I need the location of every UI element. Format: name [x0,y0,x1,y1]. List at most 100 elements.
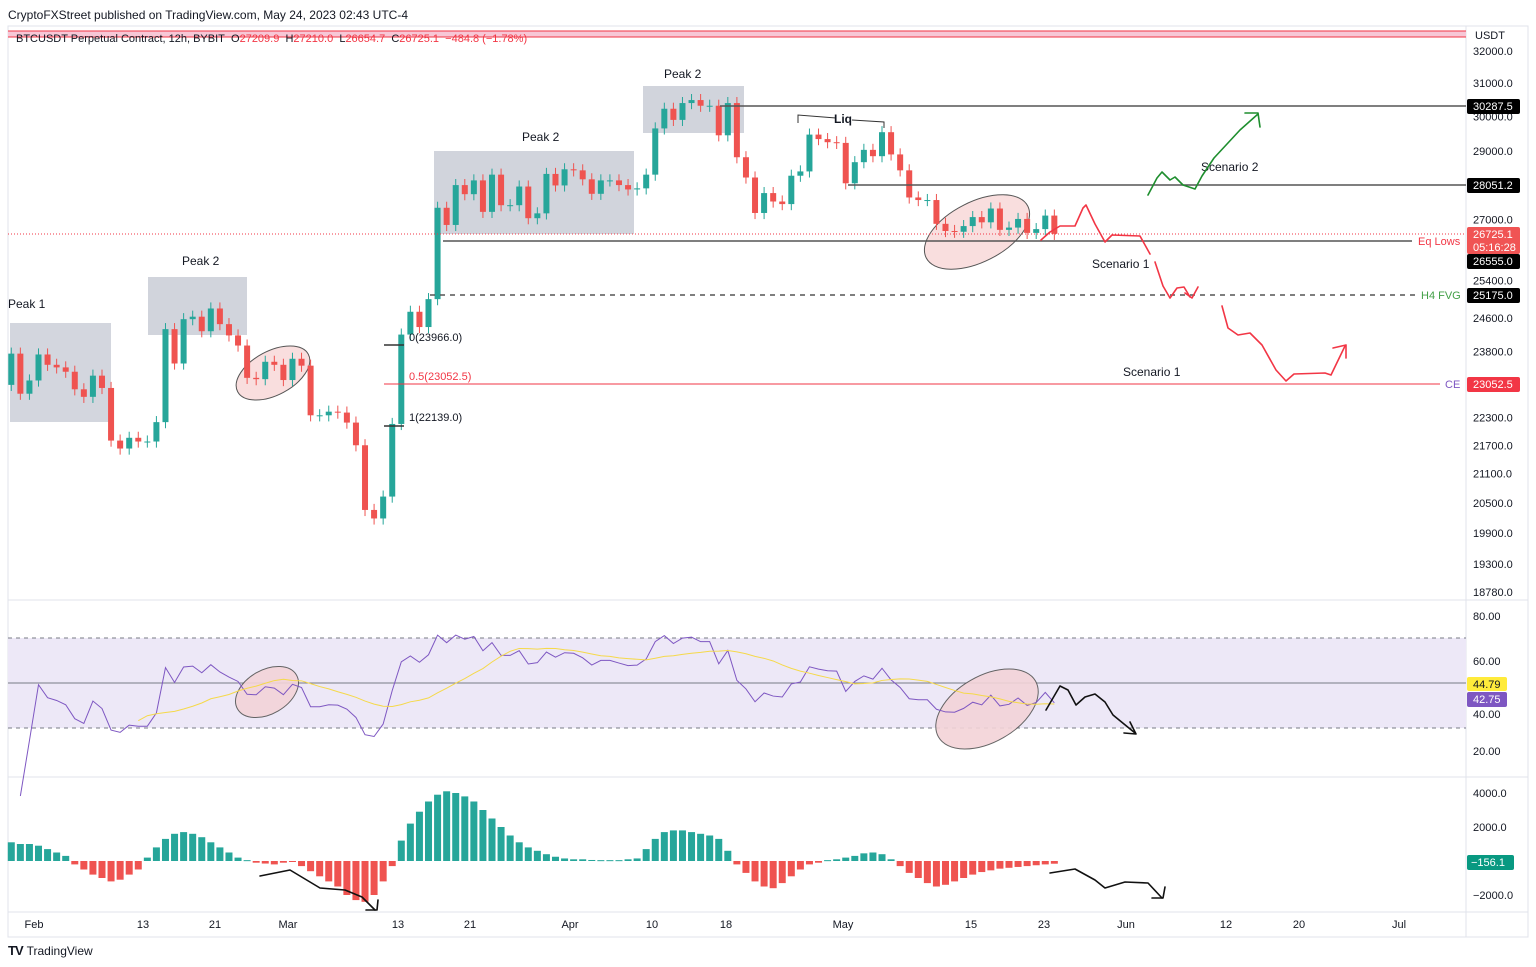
macd-bar [588,859,596,861]
scenario2-label: Scenario 2 [1201,160,1259,174]
macd-bar [461,796,469,861]
macd-bar [207,842,215,861]
candle [579,170,586,180]
rsi-ellipse-may[interactable] [922,652,1052,765]
macd-bar [134,861,142,870]
rsi-tick: 40.00 [1473,709,1501,721]
rsi-tag [1467,692,1507,707]
macd-bar [107,861,115,882]
candle [135,437,142,442]
macd-drawn-path[interactable] [259,869,376,911]
liq-line[interactable] [797,114,837,123]
candle [180,319,187,364]
macd-bar [279,861,287,863]
consolidation-ellipse-may[interactable] [913,179,1042,284]
peak2-zone-feb[interactable] [148,277,247,335]
footer-brand[interactable]: TV TradingView [8,943,93,958]
candle [380,496,387,519]
time-tick: 20 [1293,919,1305,931]
candle [8,353,15,385]
macd-bar [243,860,251,862]
macd-bar [1032,861,1040,866]
time-tick: 13 [137,919,149,931]
candle [724,103,731,136]
rsi-projection-path[interactable] [1045,685,1136,734]
consolidation-ellipse-mar[interactable] [227,335,318,411]
peak1-zone[interactable] [10,323,111,422]
macd-bar [923,861,931,884]
candle [552,173,559,186]
macd-bar [1041,861,1049,865]
candle [561,169,568,186]
candle [770,193,777,202]
macd-axis[interactable]: 4000.0 2000.0 −2000.0 [1473,788,1513,902]
macd-bar [932,861,940,887]
candle [543,173,550,214]
candle [62,367,69,372]
macd-bar [361,861,369,902]
candle [615,180,622,186]
candle [797,171,804,176]
rsi-tick: 20.00 [1473,746,1501,758]
candle [144,441,151,443]
candle [652,128,659,175]
candle [534,213,541,219]
candle [334,411,341,413]
price-tick: 29000.0 [1473,146,1513,158]
candle [352,422,359,446]
symbol-legend[interactable]: BTCUSDT Perpetual Contract, 12h, BYBIT O… [16,33,527,45]
macd-bar [152,847,160,861]
candle [815,134,822,140]
macd-bar [116,861,124,880]
candle [788,175,795,205]
candle [479,180,486,212]
rsi-axis[interactable]: 80.00 60.00 40.00 20.00 [1473,611,1501,758]
candle [235,335,242,346]
macd-bar [325,861,333,882]
macd-bar [98,861,106,878]
candle [679,103,686,120]
candle [189,316,196,320]
price-tick: 24600.0 [1473,313,1513,325]
low-value: 26654.7 [345,33,386,45]
candle [906,170,913,198]
candle [915,197,922,201]
candle [842,142,849,184]
publisher-line: CryptoFXStreet published on TradingView.… [8,8,408,22]
candle [1051,215,1058,234]
candle [244,345,251,378]
price-tag-text: 23052.5 [1473,379,1513,391]
macd-projection-path[interactable] [1049,868,1163,899]
candle [171,329,178,364]
price-axis[interactable]: 32000.0 31000.0 30000.0 29000.0 27000.0 25400… [1473,46,1513,599]
candle [869,149,876,157]
scenario1-path[interactable] [1040,204,1151,255]
candle [779,201,786,205]
rsi-value: 42.75 [1473,694,1501,706]
time-axis[interactable]: Feb 13 21 Mar 13 21 Apr 10 18 May 15 23 Jun 12 20 Jul [25,919,1407,931]
macd-bar [434,794,442,861]
macd-bar [824,860,832,862]
macd-bar [397,840,405,861]
time-tick: Jul [1392,919,1406,931]
macd-bar [161,838,169,861]
macd-bar [542,854,550,861]
macd-bar [996,861,1004,869]
scenario2-path[interactable] [1147,113,1259,196]
price-tag-ce [1467,377,1520,392]
candle [89,375,96,397]
macd-bar [715,838,723,861]
scenario1-path[interactable] [1154,261,1191,299]
close-label: C [391,33,400,45]
candle [1005,227,1012,230]
macd-bar [851,855,859,861]
liq-line[interactable] [851,119,885,128]
scenario1-label: Scenario 1 [1123,365,1181,379]
macd-bar [216,847,224,861]
price-tick: 21100.0 [1473,469,1512,481]
candle [960,226,967,232]
macd-bar [942,861,949,885]
macd-bar [234,857,242,861]
scenario1-path[interactable] [1221,305,1346,382]
